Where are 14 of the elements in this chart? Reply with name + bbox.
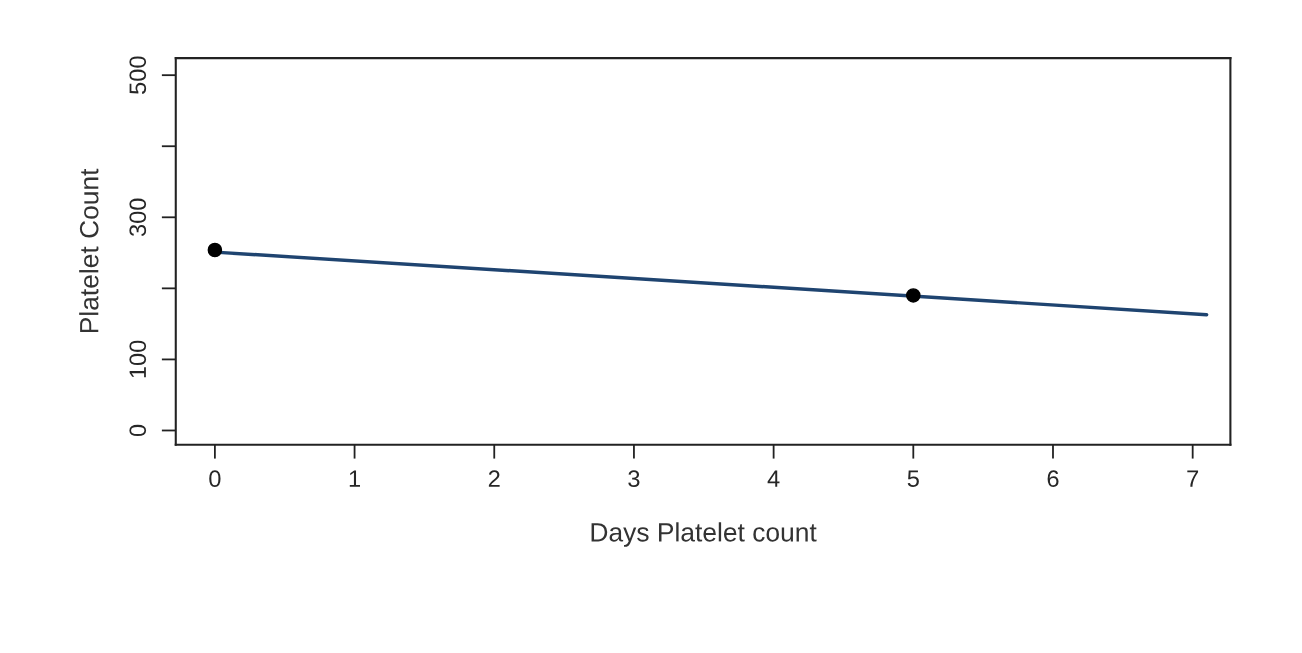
y-tick-label: 500 — [129, 56, 147, 94]
x-tick-label: 1 — [349, 470, 360, 487]
y-tick-label: 100 — [129, 340, 147, 378]
x-tick-label: 2 — [488, 470, 500, 487]
x-tick-label: 5 — [907, 470, 919, 488]
y-axis-title: Platelet Count — [79, 168, 99, 333]
x-tick-label: 7 — [1187, 470, 1199, 487]
x-tick-label: 4 — [767, 470, 780, 487]
y-tick-label: 0 — [129, 424, 147, 437]
x-tick-label: 6 — [1047, 470, 1059, 488]
y-tick-label: 300 — [129, 198, 147, 237]
x-axis-title: Days Platelet count — [591, 522, 817, 547]
x-tick-label: 0 — [209, 470, 221, 488]
x-tick-label: 3 — [628, 470, 640, 488]
